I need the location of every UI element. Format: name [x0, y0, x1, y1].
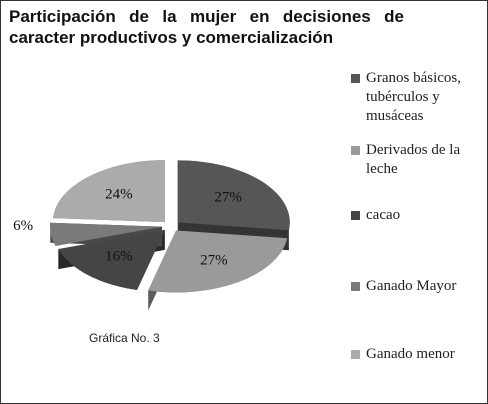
legend-item: Ganado menor: [351, 345, 476, 364]
slice: [50, 222, 163, 246]
legend-item: cacao: [351, 206, 476, 225]
legend-swatch: [351, 282, 360, 291]
legend-label: Ganado Mayor: [366, 278, 457, 294]
annotation: Gráfica No. 3: [89, 331, 160, 345]
legend-item: Ganado Mayor: [351, 277, 476, 296]
legend-label: cacao: [366, 207, 401, 223]
slice: [148, 230, 288, 293]
slice: [58, 229, 165, 290]
slice: [177, 160, 290, 231]
legend-label: Ganado menor: [366, 346, 455, 362]
legend-item: Derivados de la leche: [351, 141, 476, 179]
data-label: 6%: [13, 218, 33, 234]
legend-swatch: [351, 74, 360, 83]
data-label: 27%: [214, 189, 242, 205]
data-label: 24%: [105, 186, 133, 202]
legend-swatch: [351, 146, 360, 155]
legend-item: Granos básicos, tubérculos y musáceas: [351, 69, 476, 126]
legend-swatch: [351, 350, 360, 359]
chart-title: Participación de la mujer en decisiones …: [9, 7, 404, 47]
data-label: 27%: [200, 253, 228, 269]
legend-label: Derivados de la leche: [366, 142, 461, 177]
legend-label: Granos básicos, tubérculos y musáceas: [366, 70, 461, 124]
slice: [53, 160, 165, 223]
data-label: 16%: [105, 248, 133, 264]
legend-swatch: [351, 211, 360, 220]
